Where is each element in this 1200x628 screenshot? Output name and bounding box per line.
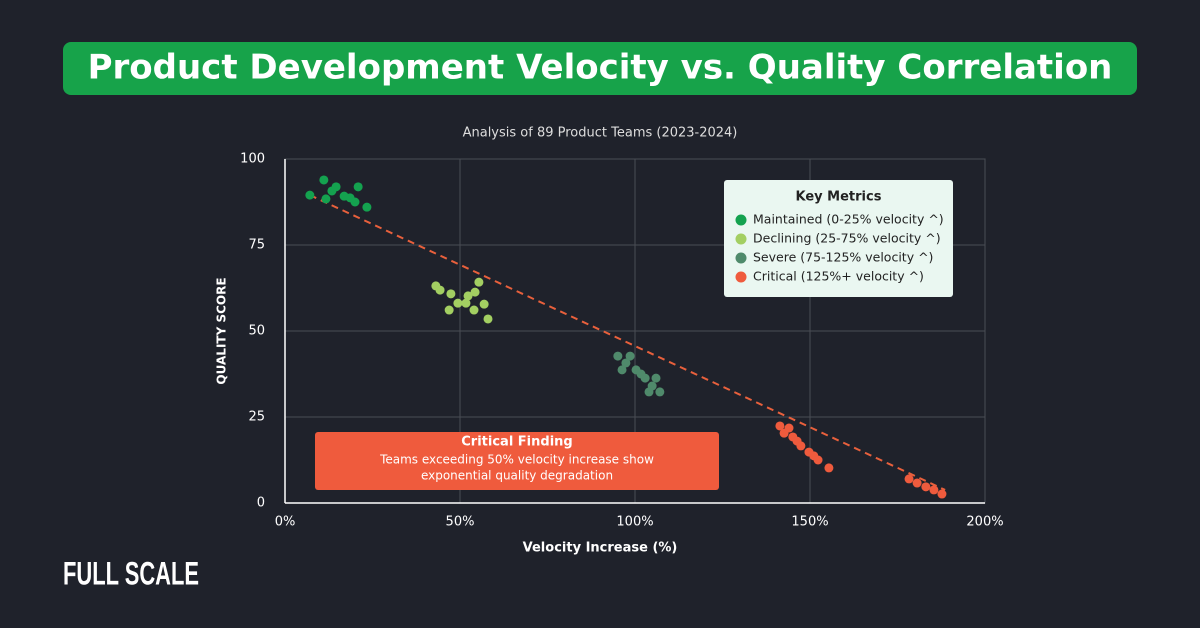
legend-swatch: [735, 214, 747, 226]
data-point: [483, 314, 493, 324]
y-tick-label: 75: [248, 238, 265, 253]
legend-swatch: [735, 252, 747, 264]
data-point: [305, 190, 315, 200]
data-point: [625, 351, 635, 361]
data-point: [651, 373, 661, 383]
x-tick-label: 200%: [966, 515, 1003, 530]
data-point: [921, 482, 931, 492]
data-point: [331, 182, 341, 192]
x-tick-label: 150%: [791, 515, 828, 530]
y-tick-label: 25: [248, 410, 265, 425]
data-point: [904, 474, 914, 484]
legend-swatch: [735, 271, 747, 283]
data-point: [435, 285, 445, 295]
legend-label: Declining (25-75% velocity ^): [753, 231, 941, 246]
data-point: [929, 485, 939, 495]
legend-swatch: [735, 233, 747, 245]
data-point: [784, 423, 794, 433]
data-point: [446, 289, 456, 299]
data-point: [644, 387, 654, 397]
x-tick-label: 100%: [616, 515, 653, 530]
data-point: [640, 373, 650, 383]
chart-subtitle: Analysis of 89 Product Teams (2023-2024): [463, 126, 738, 141]
annotation-box: [315, 432, 719, 490]
y-axis-label: QUALITY SCORE: [215, 277, 229, 384]
data-point: [796, 441, 806, 451]
data-point: [937, 489, 947, 499]
legend-box: [724, 180, 953, 297]
data-point: [350, 197, 360, 207]
data-point: [621, 358, 631, 368]
y-tick-label: 100: [240, 152, 265, 167]
legend-label: Severe (75-125% velocity ^): [753, 250, 933, 265]
annotation-text: exponential quality degradation: [421, 469, 613, 483]
annotation-text: Teams exceeding 50% velocity increase sh…: [379, 453, 654, 467]
data-point: [453, 298, 463, 308]
x-tick-label: 0%: [275, 515, 296, 530]
data-point: [655, 387, 665, 397]
data-point: [463, 291, 473, 301]
data-point: [813, 455, 823, 465]
legend-label: Critical (125%+ velocity ^): [753, 269, 924, 284]
title-banner: [63, 42, 1137, 95]
data-point: [319, 175, 329, 185]
data-point: [353, 182, 363, 192]
trend-line: [309, 194, 946, 491]
data-point: [321, 194, 331, 204]
data-point: [474, 277, 484, 287]
data-point: [824, 463, 834, 473]
x-axis-label: Velocity Increase (%): [523, 541, 678, 556]
data-point: [617, 365, 627, 375]
data-point: [444, 305, 454, 315]
data-point: [362, 202, 372, 212]
data-point: [613, 351, 623, 361]
data-point: [479, 299, 489, 309]
chart-title: Product Development Velocity vs. Quality…: [88, 48, 1113, 88]
data-point: [775, 421, 785, 431]
brand-logo: FULL SCALE: [63, 555, 199, 591]
y-tick-label: 50: [248, 324, 265, 339]
data-point: [912, 478, 922, 488]
data-point: [461, 298, 471, 308]
legend-label: Maintained (0-25% velocity ^): [753, 212, 944, 227]
x-tick-label: 50%: [446, 515, 475, 530]
legend-title: Key Metrics: [796, 190, 882, 205]
y-tick-label: 0: [257, 496, 265, 511]
data-point: [469, 305, 479, 315]
data-point: [470, 287, 480, 297]
annotation-title: Critical Finding: [461, 435, 572, 450]
